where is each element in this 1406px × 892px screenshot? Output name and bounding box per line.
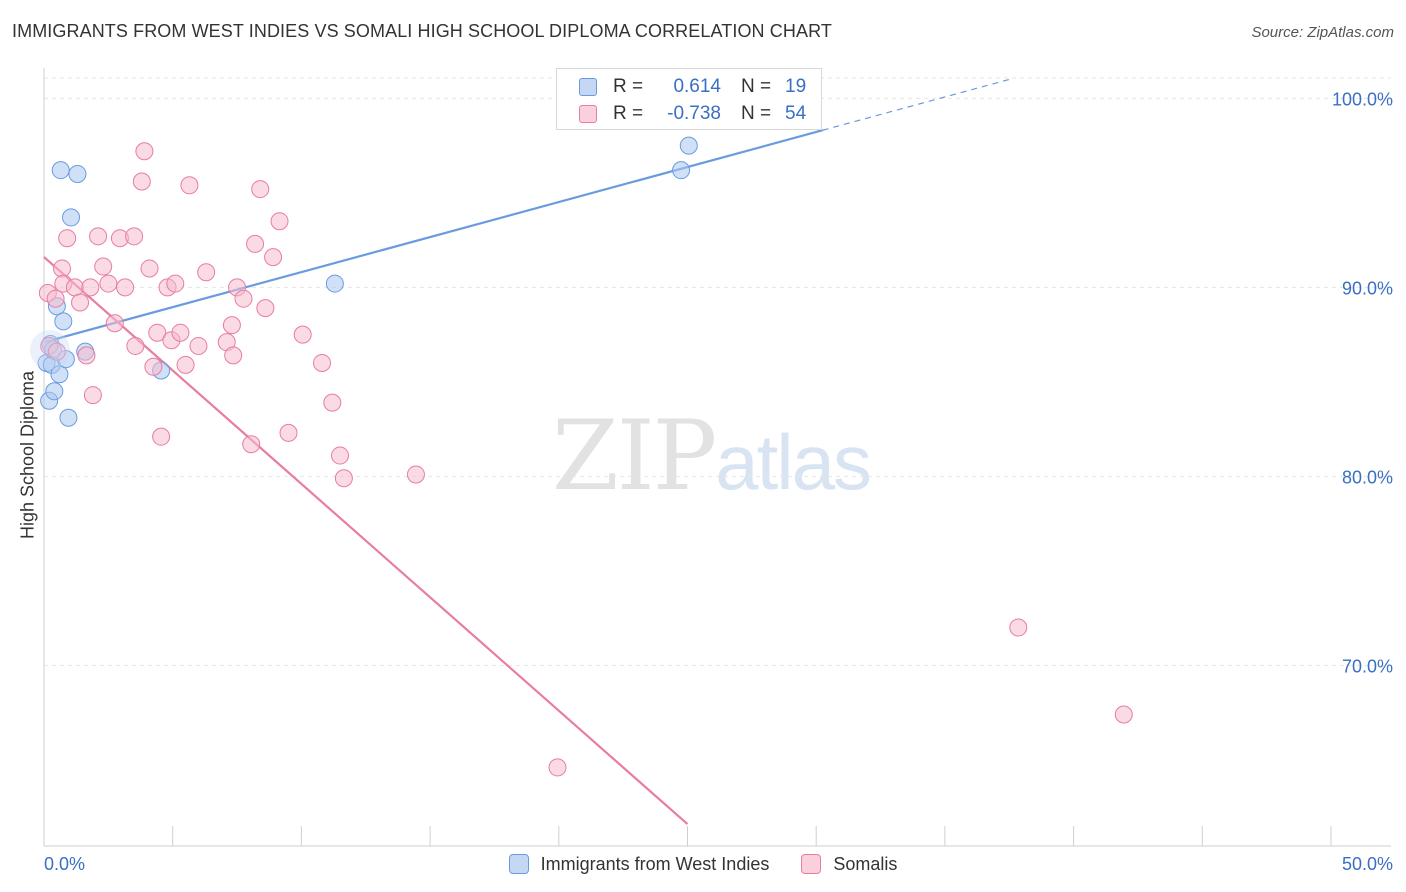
point-somalis — [171, 323, 190, 342]
chart-title: IMMIGRANTS FROM WEST INDIES VS SOMALI HI… — [12, 21, 832, 41]
y-tick-label: 90.0% — [1342, 278, 1393, 298]
point-west-indies — [672, 161, 691, 180]
legend-r-value: 0.614 — [673, 76, 721, 97]
legend-r-value: -0.738 — [667, 103, 721, 124]
point-somalis — [125, 227, 144, 246]
point-somalis — [222, 316, 241, 335]
point-somalis — [180, 176, 199, 195]
point-somalis — [406, 465, 425, 484]
point-somalis — [58, 229, 77, 248]
point-somalis — [270, 212, 289, 231]
watermark-atlas: atlas — [715, 418, 872, 506]
point-somalis — [1009, 618, 1028, 637]
data-points — [30, 136, 1133, 777]
point-somalis — [312, 353, 331, 372]
point-somalis — [334, 469, 353, 488]
trend-line-west-indies — [43, 129, 823, 344]
legend-row-west-indies: R = 0.614 N = 19 — [557, 75, 806, 99]
point-somalis — [152, 427, 171, 446]
point-somalis — [224, 346, 243, 365]
legend-label-somalis: Somalis — [833, 853, 898, 874]
x-tick-label: 50.0% — [1342, 854, 1393, 874]
axes — [43, 68, 1391, 847]
point-somalis — [71, 293, 90, 312]
point-somalis — [246, 234, 265, 253]
point-somalis — [189, 336, 208, 355]
point-west-indies — [50, 365, 69, 384]
point-west-indies — [68, 164, 87, 183]
point-west-indies — [679, 136, 698, 155]
tick-labels: 100.0% 90.0% 80.0% 70.0% 0.0% 50.0% — [44, 89, 1393, 874]
watermark-zip: ZIP — [552, 400, 717, 512]
point-somalis — [116, 278, 135, 297]
point-somalis — [89, 227, 108, 246]
point-somalis — [548, 758, 567, 777]
point-somalis — [331, 446, 350, 465]
point-somalis — [83, 386, 102, 405]
series-legend: Immigrants from West Indies Somalis — [0, 852, 1406, 876]
point-somalis — [1114, 705, 1133, 724]
legend-r-label: R = — [613, 103, 644, 124]
point-somalis — [135, 142, 154, 161]
point-somalis — [99, 274, 118, 293]
source-label: Source: ZipAtlas.com — [1251, 24, 1394, 41]
point-somalis — [234, 289, 253, 308]
y-tick-label: 100.0% — [1332, 89, 1393, 109]
trend-line-west-indies-extension — [822, 78, 1010, 131]
point-somalis — [323, 393, 342, 412]
point-cluster — [30, 330, 70, 370]
point-somalis — [105, 314, 124, 333]
legend-row-somalis: R = -0.738 N = 54 — [557, 102, 806, 126]
legend-n-value: 54 — [785, 103, 807, 124]
point-somalis — [293, 325, 312, 344]
legend-r-label: R = — [613, 76, 644, 97]
point-somalis — [81, 278, 100, 297]
legend-item-west-indies[interactable]: Immigrants from West Indies — [508, 853, 770, 875]
y-tick-label: 70.0% — [1342, 656, 1393, 676]
point-somalis — [126, 336, 145, 355]
point-somalis — [256, 299, 275, 318]
point-west-indies — [54, 312, 73, 331]
legend-swatch-west-indies — [579, 78, 597, 96]
point-somalis — [242, 435, 261, 454]
point-somalis — [140, 259, 159, 278]
watermark: ZIPatlas — [552, 400, 872, 512]
y-tick-label: 80.0% — [1342, 467, 1393, 487]
legend-swatch-west-indies — [508, 854, 529, 874]
point-somalis — [53, 259, 72, 278]
legend-label-west-indies: Immigrants from West Indies — [540, 853, 770, 874]
legend-swatch-somalis — [801, 854, 822, 874]
point-west-indies — [45, 382, 64, 401]
legend-n-value: 19 — [785, 76, 807, 97]
point-somalis — [94, 257, 113, 276]
x-tick-label: 0.0% — [44, 854, 85, 874]
point-somalis — [77, 346, 96, 365]
point-somalis — [132, 172, 151, 191]
point-somalis — [65, 278, 84, 297]
gridlines — [44, 77, 1391, 666]
legend-item-somalis[interactable]: Somalis — [801, 854, 897, 875]
point-somalis — [46, 289, 65, 308]
point-somalis — [47, 342, 66, 361]
legend-n-label: N = — [741, 76, 772, 97]
point-west-indies — [59, 408, 78, 427]
point-somalis — [166, 274, 185, 293]
legend-n-label: N = — [741, 103, 772, 124]
point-west-indies — [62, 208, 81, 227]
point-somalis — [251, 180, 270, 199]
point-somalis — [144, 357, 163, 376]
point-somalis — [148, 323, 167, 342]
point-somalis — [176, 355, 195, 374]
point-west-indies — [325, 274, 344, 293]
stats-legend: R = 0.614 N = 19 R = -0.738 N = 54 — [556, 68, 822, 130]
point-somalis — [197, 263, 216, 282]
point-somalis — [279, 423, 298, 442]
trend-line-somalis — [43, 256, 689, 825]
point-west-indies — [51, 161, 70, 180]
legend-swatch-somalis — [579, 105, 597, 123]
point-somalis — [264, 248, 283, 267]
trend-lines — [43, 78, 1010, 825]
